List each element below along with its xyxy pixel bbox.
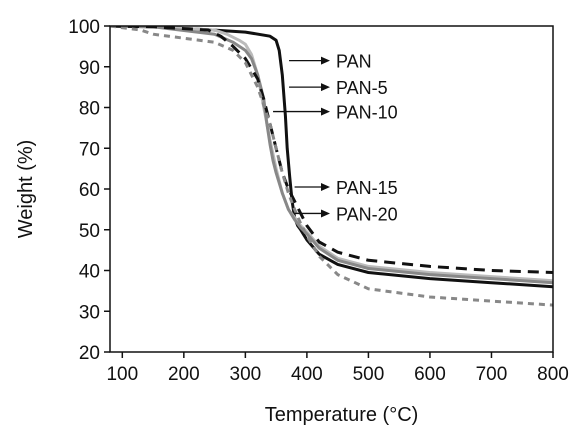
y-tick-label: 40 — [79, 262, 100, 283]
annotation-label: PAN-20 — [336, 204, 398, 224]
x-tick-label: 800 — [537, 364, 569, 385]
y-tick-label: 100 — [68, 17, 100, 38]
y-tick-label: 30 — [79, 302, 100, 323]
annotation-pan-15: PAN-15 — [294, 178, 398, 198]
annotation-label: PAN-15 — [336, 178, 398, 198]
annotation-pan: PAN — [289, 52, 372, 72]
annotation-arrowhead — [321, 56, 330, 65]
y-tick-label: 90 — [79, 58, 100, 79]
y-tick-label: 60 — [79, 180, 100, 201]
x-tick-label: 700 — [476, 364, 508, 385]
axis-ticks: 100 200 300 400 500 600 700 800 20 30 40 50 60 70 80 90… — [68, 17, 569, 385]
annotation-pan-5: PAN-5 — [289, 78, 388, 98]
annotation-arrowhead — [321, 182, 330, 191]
annotation-arrowhead — [321, 107, 330, 116]
annotation-label: PAN-5 — [336, 78, 388, 98]
y-axis-label: Weight (%) — [15, 140, 37, 239]
y-tick-label: 20 — [79, 343, 100, 364]
x-tick-label: 200 — [168, 364, 200, 385]
y-tick-label: 50 — [79, 221, 100, 242]
y-tick-label: 70 — [79, 139, 100, 160]
series-line-pan-15 — [110, 26, 553, 274]
annotation-pan-20: PAN-20 — [294, 204, 398, 224]
series-line-pan-20 — [110, 26, 553, 307]
annotation-pan-10: PAN-10 — [273, 103, 398, 123]
x-tick-label: 300 — [230, 364, 262, 385]
annotation-label: PAN-10 — [336, 103, 398, 123]
series-lines — [110, 26, 553, 307]
annotations: PAN PAN-5 PAN-10 PAN-15 PAN-20 — [273, 52, 398, 224]
x-tick-label: 100 — [106, 364, 138, 385]
x-tick-label: 500 — [353, 364, 385, 385]
x-tick-label: 400 — [291, 364, 323, 385]
y-tick-label: 80 — [79, 99, 100, 120]
x-tick-label: 600 — [414, 364, 446, 385]
annotation-arrowhead — [321, 209, 330, 218]
annotation-arrowhead — [321, 83, 330, 92]
x-axis-label: Temperature (°C) — [265, 404, 419, 426]
series-line-pan-10 — [110, 26, 553, 285]
annotation-label: PAN — [336, 52, 372, 72]
series-line-pan-5 — [110, 26, 553, 283]
plot-frame — [109, 25, 554, 353]
series-line-pan — [110, 26, 553, 289]
